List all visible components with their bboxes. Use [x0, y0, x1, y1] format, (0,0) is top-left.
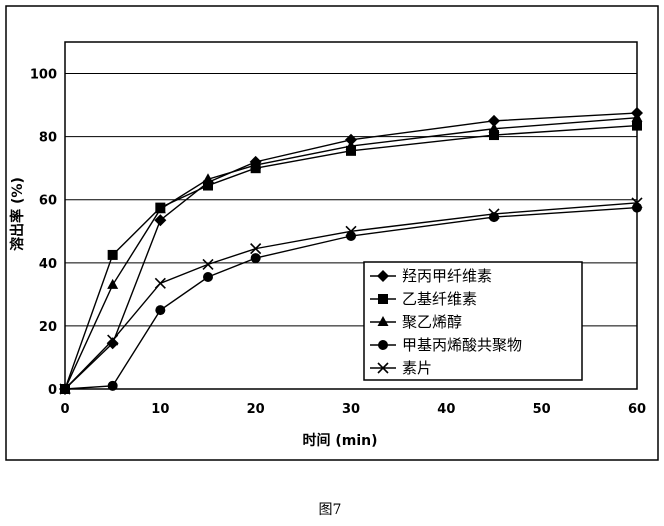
data-point [488, 208, 500, 220]
data-point [345, 133, 357, 146]
data-point [202, 173, 214, 184]
series-line [64, 117, 638, 390]
data-point [345, 140, 357, 151]
data-point [154, 214, 167, 227]
legend-box [363, 261, 583, 381]
legend-item: 素片 [370, 359, 432, 377]
data-point [203, 180, 213, 191]
data-point [489, 130, 499, 141]
x-tick-label: 60 [628, 402, 646, 417]
data-point [107, 249, 118, 260]
data-point [155, 305, 166, 316]
legend-item: 甲基丙烯酸共聚物 [370, 336, 522, 354]
data-point [59, 383, 71, 395]
y-axis-title: 溶出率 (%) [9, 177, 26, 251]
data-point [488, 122, 500, 133]
legend-marker [378, 340, 388, 350]
y-tick-label: 80 [39, 131, 57, 146]
data-point [107, 380, 118, 391]
chart-frame [5, 5, 659, 461]
data-point [203, 272, 213, 283]
data-point [632, 202, 642, 213]
legend-label: 羟丙甲纤维素 [402, 267, 492, 285]
legend-marker [378, 294, 388, 304]
data-point [250, 253, 261, 264]
figure-caption: 图7 [319, 502, 342, 518]
legend-label: 甲基丙烯酸共聚物 [402, 336, 522, 354]
x-axis-title: 时间 (min) [302, 432, 377, 449]
data-point [250, 159, 262, 170]
x-tick-label: 40 [437, 402, 455, 417]
series-line [64, 202, 638, 390]
y-tick-label: 0 [48, 383, 57, 398]
legend-marker [377, 270, 389, 282]
data-point [345, 225, 357, 237]
data-point [631, 197, 643, 209]
y-tick-label: 60 [39, 194, 57, 209]
legend-item: 羟丙甲纤维素 [370, 267, 492, 285]
data-point [154, 277, 166, 289]
series-cross [59, 197, 643, 395]
plot-area [64, 41, 638, 390]
data-point [250, 243, 262, 255]
y-tick-label: 40 [39, 257, 57, 272]
y-tick-labels: 0 20 40 60 80 100 [30, 68, 57, 398]
data-point [106, 337, 119, 350]
x-tick-label: 30 [342, 402, 360, 417]
legend-label: 聚乙烯醇 [402, 313, 462, 331]
x-tick-label: 10 [151, 402, 169, 417]
legend-label: 素片 [402, 359, 432, 377]
data-point [107, 278, 119, 289]
data-point [202, 258, 214, 270]
legend-item: 聚乙烯醇 [370, 313, 462, 331]
data-point [107, 334, 119, 346]
x-tick-labels: 0 10 20 30 40 50 60 [60, 402, 646, 417]
series-layer [59, 106, 643, 395]
legend-marker [377, 316, 389, 326]
data-point [632, 120, 642, 131]
legend-item: 乙基纤维素 [370, 290, 477, 308]
x-tick-label: 50 [533, 402, 551, 417]
legend-label: 乙基纤维素 [402, 290, 477, 308]
y-tick-label: 20 [39, 320, 57, 335]
legend-marker [377, 362, 389, 374]
data-point [631, 111, 643, 122]
y-tick-label: 100 [30, 68, 57, 83]
series-line [64, 206, 638, 390]
x-tick-label: 0 [60, 402, 69, 417]
data-point [154, 203, 166, 214]
x-tick-label: 20 [247, 402, 265, 417]
data-point [488, 114, 500, 127]
series-line [64, 124, 638, 390]
data-point [346, 145, 356, 156]
